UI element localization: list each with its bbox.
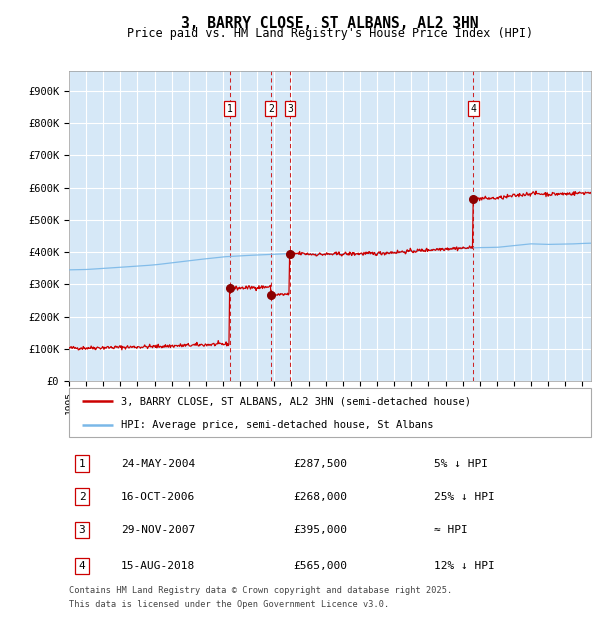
Text: Price paid vs. HM Land Registry's House Price Index (HPI): Price paid vs. HM Land Registry's House … (127, 27, 533, 40)
Text: £565,000: £565,000 (293, 561, 347, 571)
Text: 16-OCT-2006: 16-OCT-2006 (121, 492, 196, 502)
Text: 3, BARRY CLOSE, ST ALBANS, AL2 3HN: 3, BARRY CLOSE, ST ALBANS, AL2 3HN (181, 16, 479, 30)
Text: 3: 3 (287, 104, 293, 113)
Text: This data is licensed under the Open Government Licence v3.0.: This data is licensed under the Open Gov… (69, 600, 389, 609)
Text: 1: 1 (79, 459, 85, 469)
Text: £395,000: £395,000 (293, 525, 347, 535)
Text: £287,500: £287,500 (293, 459, 347, 469)
Text: 2: 2 (268, 104, 274, 113)
Text: Contains HM Land Registry data © Crown copyright and database right 2025.: Contains HM Land Registry data © Crown c… (69, 586, 452, 595)
Text: 12% ↓ HPI: 12% ↓ HPI (434, 561, 495, 571)
Text: HPI: Average price, semi-detached house, St Albans: HPI: Average price, semi-detached house,… (121, 420, 434, 430)
Text: 24-MAY-2004: 24-MAY-2004 (121, 459, 196, 469)
Text: 29-NOV-2007: 29-NOV-2007 (121, 525, 196, 535)
Text: 15-AUG-2018: 15-AUG-2018 (121, 561, 196, 571)
Text: 4: 4 (470, 104, 476, 113)
Text: 25% ↓ HPI: 25% ↓ HPI (434, 492, 495, 502)
Text: 4: 4 (79, 561, 85, 571)
Text: 5% ↓ HPI: 5% ↓ HPI (434, 459, 488, 469)
Text: ≈ HPI: ≈ HPI (434, 525, 468, 535)
Text: 2: 2 (79, 492, 85, 502)
Text: 3: 3 (79, 525, 85, 535)
Text: £268,000: £268,000 (293, 492, 347, 502)
Text: 1: 1 (227, 104, 233, 113)
Text: 3, BARRY CLOSE, ST ALBANS, AL2 3HN (semi-detached house): 3, BARRY CLOSE, ST ALBANS, AL2 3HN (semi… (121, 396, 471, 406)
